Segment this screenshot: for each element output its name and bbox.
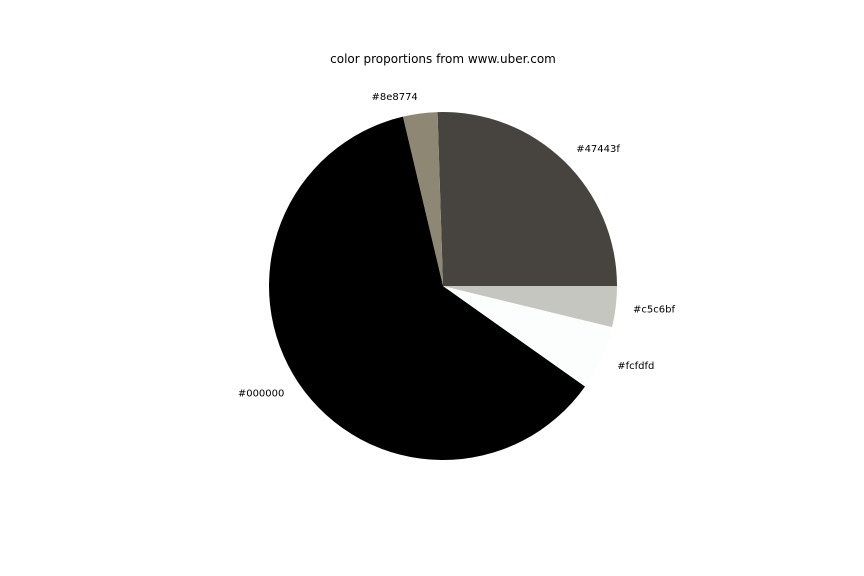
pie-slice — [402, 112, 443, 286]
pie-slice-label: #8e8774 — [371, 92, 417, 103]
pie-slice — [443, 286, 617, 328]
pie-slice-label: #000000 — [238, 389, 285, 400]
pie-slice — [443, 286, 613, 387]
pie-labels: #47443f #8e8774 #000000 #fcfdfd #c5c6bf — [238, 92, 676, 400]
pie-slice-label: #47443f — [576, 144, 620, 155]
pie-slice-label: #c5c6bf — [633, 304, 675, 315]
pie-slice-label: #fcfdfd — [617, 361, 654, 372]
pie-slices — [268, 112, 617, 460]
pie-slice — [268, 116, 586, 460]
pie-slice — [437, 112, 617, 287]
chart-title: color proportions from www.uber.com — [330, 52, 556, 66]
